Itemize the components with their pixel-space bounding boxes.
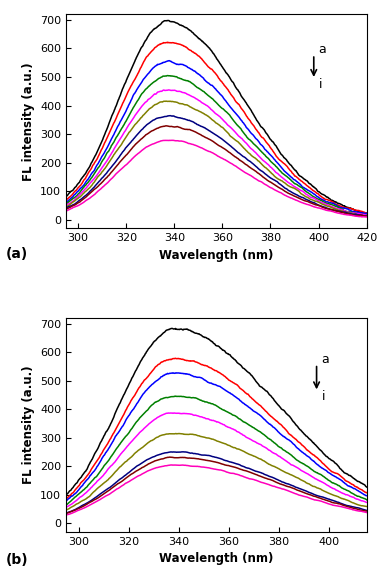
- Y-axis label: FL intensity (a.u.): FL intensity (a.u.): [22, 366, 35, 484]
- Text: i: i: [319, 77, 322, 90]
- Text: a: a: [319, 43, 326, 56]
- Text: (a): (a): [6, 247, 28, 261]
- Text: (b): (b): [6, 553, 29, 567]
- Text: a: a: [322, 353, 329, 366]
- X-axis label: Wavelength (nm): Wavelength (nm): [159, 552, 274, 566]
- Text: i: i: [322, 390, 325, 403]
- X-axis label: Wavelength (nm): Wavelength (nm): [159, 249, 274, 262]
- Y-axis label: FL intensity (a.u.): FL intensity (a.u.): [22, 62, 35, 180]
